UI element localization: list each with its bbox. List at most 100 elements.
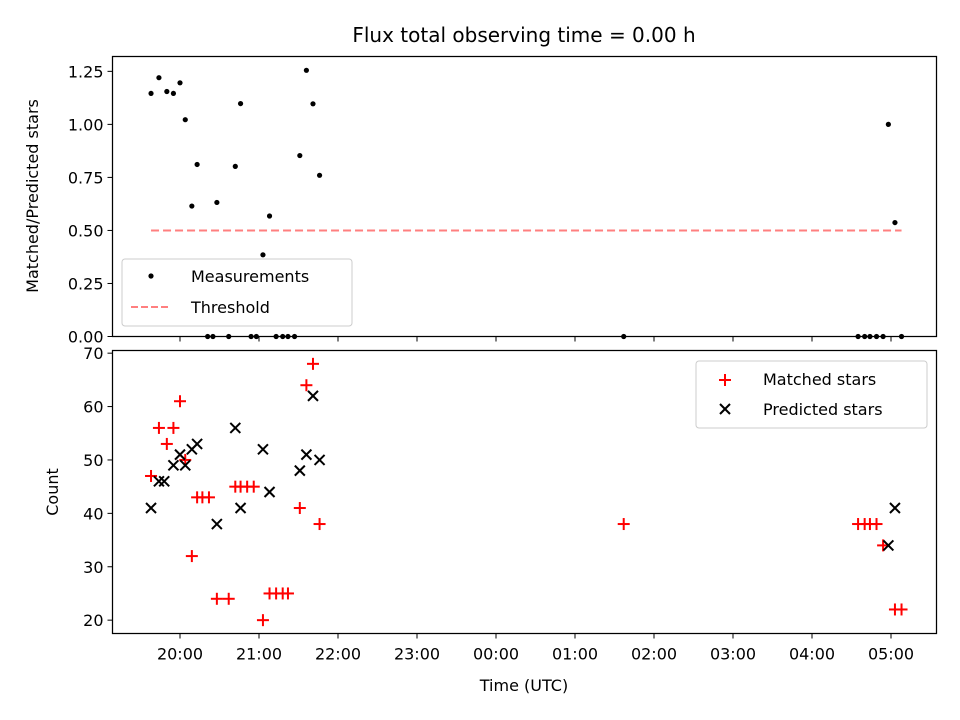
data-point bbox=[174, 448, 186, 461]
data-point bbox=[177, 80, 183, 86]
y-tick-label: 70 bbox=[83, 344, 103, 363]
top-panel: 0.00 0.25 0.50 0.75 1.00 1.25 Matched/Predict… bbox=[23, 55, 938, 347]
data-point bbox=[182, 117, 188, 123]
data-point bbox=[316, 172, 323, 178]
bottom-y-axis: 20 30 40 50 60 70 bbox=[83, 344, 113, 630]
y-tick-label: 0.25 bbox=[68, 274, 104, 293]
data-point bbox=[174, 395, 186, 408]
data-point bbox=[291, 333, 298, 340]
bottom-legend-box bbox=[695, 360, 928, 429]
x-tick-label: 00:00 bbox=[473, 645, 519, 664]
y-tick-label: 50 bbox=[83, 451, 103, 470]
data-point bbox=[229, 422, 242, 434]
y-tick-label: 1.25 bbox=[68, 62, 104, 81]
bottom-legend: Matched stars Predicted stars bbox=[695, 360, 928, 429]
data-point bbox=[266, 213, 273, 219]
x-axis-label: Time (UTC) bbox=[479, 676, 568, 695]
data-point bbox=[880, 333, 886, 340]
data-point bbox=[167, 459, 180, 472]
data-point bbox=[313, 518, 326, 531]
data-point bbox=[152, 421, 165, 434]
data-point bbox=[237, 100, 244, 107]
x-tick-label: 05:00 bbox=[868, 645, 914, 664]
top-legend: Measurements Threshold bbox=[121, 258, 353, 327]
data-point bbox=[297, 152, 303, 159]
data-point bbox=[179, 459, 191, 472]
data-point bbox=[870, 518, 883, 531]
data-point bbox=[306, 357, 319, 370]
data-point bbox=[194, 161, 200, 168]
legend-measurements-marker bbox=[148, 273, 154, 279]
data-point bbox=[234, 502, 247, 514]
data-point bbox=[211, 518, 223, 530]
data-point bbox=[281, 587, 294, 600]
legend-threshold-label: Threshold bbox=[190, 298, 270, 317]
legend-predicted-marker bbox=[719, 403, 731, 415]
legend-predicted-label: Predicted stars bbox=[763, 400, 883, 419]
data-point bbox=[189, 203, 195, 209]
data-point bbox=[855, 333, 861, 340]
data-point bbox=[185, 550, 198, 563]
data-point bbox=[293, 502, 306, 515]
data-point bbox=[214, 199, 220, 206]
y-tick-label: 0.75 bbox=[68, 168, 104, 187]
top-y-axis: 0.00 0.25 0.50 0.75 1.00 1.25 bbox=[68, 62, 113, 347]
y-tick-label: 0.00 bbox=[68, 328, 104, 347]
data-point bbox=[164, 88, 170, 95]
data-point bbox=[248, 333, 254, 340]
legend-measurements-label: Measurements bbox=[191, 267, 309, 286]
x-tick-label: 03:00 bbox=[710, 645, 756, 664]
data-point bbox=[145, 502, 157, 514]
data-point bbox=[210, 333, 216, 340]
data-point bbox=[170, 90, 177, 97]
y-tick-label: 20 bbox=[83, 611, 103, 630]
bottom-y-axis-label: Count bbox=[43, 468, 62, 516]
data-point bbox=[892, 219, 898, 226]
y-tick-label: 30 bbox=[83, 558, 103, 577]
x-tick-label: 02:00 bbox=[631, 645, 677, 664]
data-point bbox=[256, 614, 269, 627]
y-tick-label: 0.50 bbox=[68, 221, 104, 240]
series-matched-stars bbox=[145, 357, 908, 627]
data-point bbox=[158, 475, 170, 488]
data-point bbox=[167, 421, 180, 434]
data-point bbox=[898, 333, 905, 340]
data-point bbox=[285, 333, 291, 340]
data-point bbox=[310, 101, 316, 107]
data-point bbox=[313, 454, 326, 466]
x-tick-label: 21:00 bbox=[236, 645, 282, 664]
series-predicted-stars bbox=[145, 390, 901, 552]
legend-matched-marker bbox=[719, 374, 731, 386]
data-point bbox=[253, 333, 259, 340]
y-tick-label: 40 bbox=[83, 504, 103, 523]
data-point bbox=[156, 75, 162, 81]
data-point bbox=[257, 443, 269, 455]
data-point bbox=[300, 379, 313, 392]
top-y-axis-label: Matched/Predicted stars bbox=[23, 99, 42, 293]
data-point bbox=[202, 491, 215, 504]
bottom-panel: 20 30 40 50 60 70 20:00 21:00 22:00 23:00 00:00 01… bbox=[43, 344, 938, 695]
data-point bbox=[247, 480, 260, 493]
data-point bbox=[873, 333, 880, 340]
top-x-ticks bbox=[179, 336, 892, 342]
x-tick-label: 20:00 bbox=[157, 645, 203, 664]
data-point bbox=[260, 252, 266, 258]
data-point bbox=[222, 592, 235, 605]
bottom-plot-area bbox=[145, 357, 908, 627]
bottom-plot-frame bbox=[111, 349, 938, 635]
top-plot-area bbox=[148, 67, 905, 340]
data-point bbox=[226, 333, 232, 340]
data-point bbox=[303, 67, 309, 73]
data-point bbox=[882, 539, 895, 552]
data-point bbox=[895, 603, 908, 616]
data-point bbox=[885, 121, 891, 127]
data-point bbox=[273, 333, 279, 340]
data-point bbox=[621, 333, 627, 340]
data-point bbox=[205, 333, 211, 340]
x-tick-label: 01:00 bbox=[552, 645, 598, 664]
top-plot-frame bbox=[111, 55, 938, 338]
chart-title: Flux total observing time = 0.00 h bbox=[352, 23, 695, 47]
bottom-x-axis: 20:00 21:00 22:00 23:00 00:00 01:00 02:00 03:00… bbox=[157, 633, 914, 664]
x-tick-label: 22:00 bbox=[315, 645, 361, 664]
top-legend-box bbox=[121, 258, 353, 327]
